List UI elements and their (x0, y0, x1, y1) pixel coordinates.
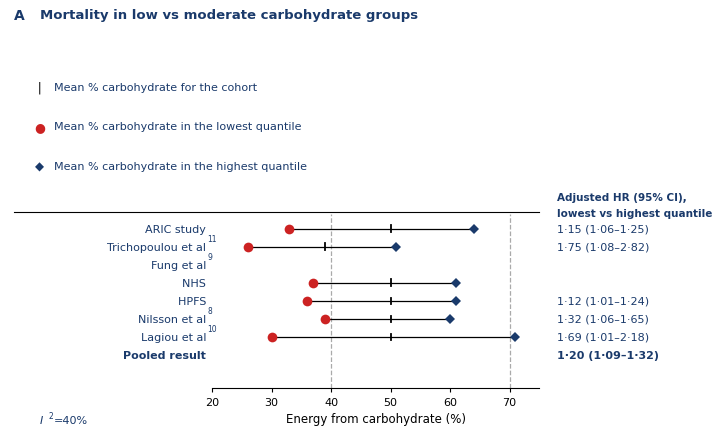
Text: Adjusted HR (95% CI),: Adjusted HR (95% CI), (557, 193, 687, 203)
Text: =40%: =40% (54, 416, 88, 425)
Text: Mean % carbohydrate in the lowest quantile: Mean % carbohydrate in the lowest quanti… (54, 122, 301, 132)
Text: 11: 11 (207, 235, 216, 244)
Text: Mean % carbohydrate in the highest quantile: Mean % carbohydrate in the highest quant… (54, 162, 307, 171)
Text: 8: 8 (207, 307, 212, 316)
Text: ARIC study: ARIC study (145, 224, 206, 234)
Text: 10: 10 (207, 325, 216, 334)
Text: Trichopoulou et al: Trichopoulou et al (107, 242, 206, 252)
Text: 1·12 (1·01–1·24): 1·12 (1·01–1·24) (557, 296, 649, 306)
Text: ◆: ◆ (35, 160, 44, 173)
Text: 1·69 (1·01–2·18): 1·69 (1·01–2·18) (557, 332, 649, 342)
Text: lowest vs highest quantile: lowest vs highest quantile (557, 208, 713, 218)
Text: 9: 9 (207, 253, 212, 261)
Text: 1·20 (1·09–1·32): 1·20 (1·09–1·32) (557, 350, 659, 360)
X-axis label: Energy from carbohydrate (%): Energy from carbohydrate (%) (285, 412, 466, 425)
Text: Pooled result: Pooled result (124, 350, 206, 360)
Text: Mean % carbohydrate for the cohort: Mean % carbohydrate for the cohort (54, 83, 257, 92)
Text: 1·32 (1·06–1·65): 1·32 (1·06–1·65) (557, 314, 649, 324)
Text: Lagiou et al: Lagiou et al (141, 332, 206, 342)
Text: NHS: NHS (175, 278, 206, 288)
Text: 1·15 (1·06–1·25): 1·15 (1·06–1·25) (557, 224, 649, 234)
Text: 1·75 (1·08–2·82): 1·75 (1·08–2·82) (557, 242, 649, 252)
Text: |: | (36, 81, 43, 94)
Text: 2: 2 (49, 411, 54, 420)
Text: A: A (14, 9, 25, 23)
Text: ●: ● (34, 120, 45, 134)
Text: Mortality in low vs moderate carbohydrate groups: Mortality in low vs moderate carbohydrat… (40, 9, 418, 22)
Text: Nilsson et al: Nilsson et al (138, 314, 206, 324)
Text: HPFS: HPFS (171, 296, 206, 306)
Text: I: I (40, 416, 43, 425)
Text: Fung et al: Fung et al (151, 260, 206, 270)
